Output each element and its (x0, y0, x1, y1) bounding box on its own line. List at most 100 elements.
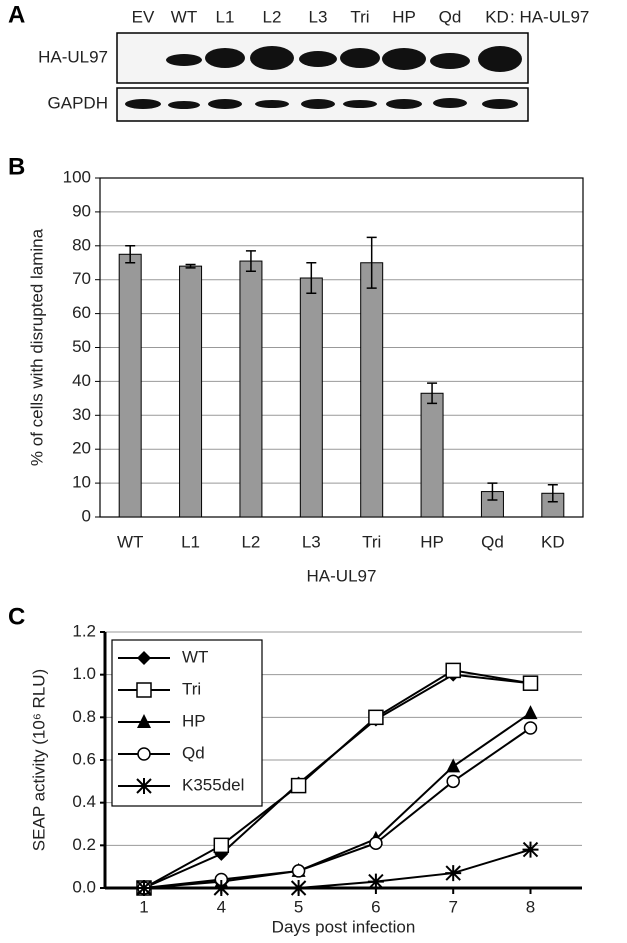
band (299, 51, 337, 67)
marker (367, 873, 384, 890)
y-tick-label: 0.8 (72, 707, 96, 726)
x-tick-label: 6 (371, 897, 380, 916)
y-tick-label: 0.2 (72, 835, 96, 854)
marker (446, 774, 460, 789)
panel-label: C (8, 603, 25, 630)
band (168, 101, 200, 109)
marker (136, 778, 152, 794)
panel-label: B (8, 153, 25, 180)
marker (369, 836, 383, 850)
y-tick-label: 0.4 (72, 792, 96, 811)
band (482, 99, 518, 109)
lane-label: Qd (439, 7, 462, 26)
blot-suffix: : HA-UL97 (510, 7, 589, 26)
lane-label: L1 (216, 7, 235, 26)
x-tick-label: Qd (481, 532, 504, 551)
x-tick-label: 4 (217, 897, 226, 916)
bar (179, 265, 203, 518)
legend-label: Qd (182, 743, 205, 762)
y-tick-label: 20 (72, 439, 91, 458)
y-tick-label: 10 (72, 473, 91, 492)
y-tick-label: 1.0 (72, 664, 96, 683)
y-tick-label: 0 (82, 506, 91, 525)
lane-label: L3 (309, 7, 328, 26)
marker (136, 682, 152, 698)
panel-label: A (8, 1, 25, 28)
bar (420, 392, 444, 518)
band (430, 53, 470, 69)
marker (446, 758, 461, 773)
marker (137, 747, 151, 761)
marker (213, 837, 230, 854)
y-tick-label: 1.2 (72, 621, 96, 640)
y-tick-label: 100 (63, 167, 91, 186)
marker (290, 880, 307, 896)
marker (137, 651, 151, 665)
band (166, 54, 202, 66)
band (478, 46, 522, 72)
marker (445, 865, 462, 882)
y-tick-label: 60 (72, 303, 91, 322)
error-bar (487, 482, 498, 501)
band (343, 100, 377, 108)
marker (522, 841, 539, 858)
x-tick-label: L1 (181, 532, 200, 551)
error-bar (427, 382, 438, 405)
band (208, 99, 242, 109)
legend-label: HP (182, 711, 206, 730)
error-bar (366, 236, 377, 289)
band (255, 100, 289, 108)
error-bar (125, 245, 136, 264)
y-tick-label: 0.0 (72, 877, 96, 896)
error-bar (306, 262, 317, 295)
y-tick-label: 50 (72, 337, 91, 356)
marker (290, 777, 307, 794)
x-tick-label: WT (117, 532, 143, 551)
band (250, 46, 294, 70)
marker (213, 880, 230, 896)
series-line (143, 669, 531, 889)
error-bar (547, 484, 558, 503)
plot-frame (99, 177, 584, 518)
marker (291, 864, 306, 878)
x-tick-label: L3 (302, 532, 321, 551)
x-tick-label: 7 (448, 897, 457, 916)
blot-row-label: GAPDH (48, 93, 108, 112)
x-tick-label: KD (541, 532, 565, 551)
y-axis-label: % of cells with disrupted lamina (27, 228, 46, 466)
x-tick-label: 1 (139, 897, 148, 916)
y-tick-label: 80 (72, 235, 91, 254)
bar (299, 277, 323, 518)
marker (522, 675, 539, 691)
marker (137, 714, 151, 728)
marker (445, 662, 461, 679)
y-tick-label: 90 (72, 201, 91, 220)
marker (523, 721, 538, 735)
error-bar (245, 250, 256, 272)
x-tick-label: HP (420, 532, 444, 551)
lane-label: L2 (263, 7, 282, 26)
error-bar (185, 263, 196, 269)
legend-label: WT (182, 647, 208, 666)
lane-label: EV (132, 7, 155, 26)
lane-label: HP (392, 7, 416, 26)
x-axis-label: HA-UL97 (307, 566, 377, 585)
series-line (144, 848, 531, 889)
y-tick-label: 0.6 (72, 749, 96, 768)
y-tick-label: 40 (72, 371, 91, 390)
x-tick-label: L2 (241, 532, 260, 551)
bar (239, 260, 263, 518)
legend-label: Tri (182, 679, 201, 698)
bar (118, 253, 142, 518)
x-tick-label: Tri (362, 532, 381, 551)
x-tick-label: 8 (526, 897, 535, 916)
marker (368, 709, 384, 726)
y-axis-label: SEAP activity (10⁶ RLU) (29, 669, 48, 851)
series-line (143, 712, 532, 889)
band (433, 98, 467, 108)
x-tick-label: 5 (294, 897, 303, 916)
band (386, 99, 422, 109)
series-line (143, 727, 532, 889)
y-tick-label: 30 (72, 405, 91, 424)
